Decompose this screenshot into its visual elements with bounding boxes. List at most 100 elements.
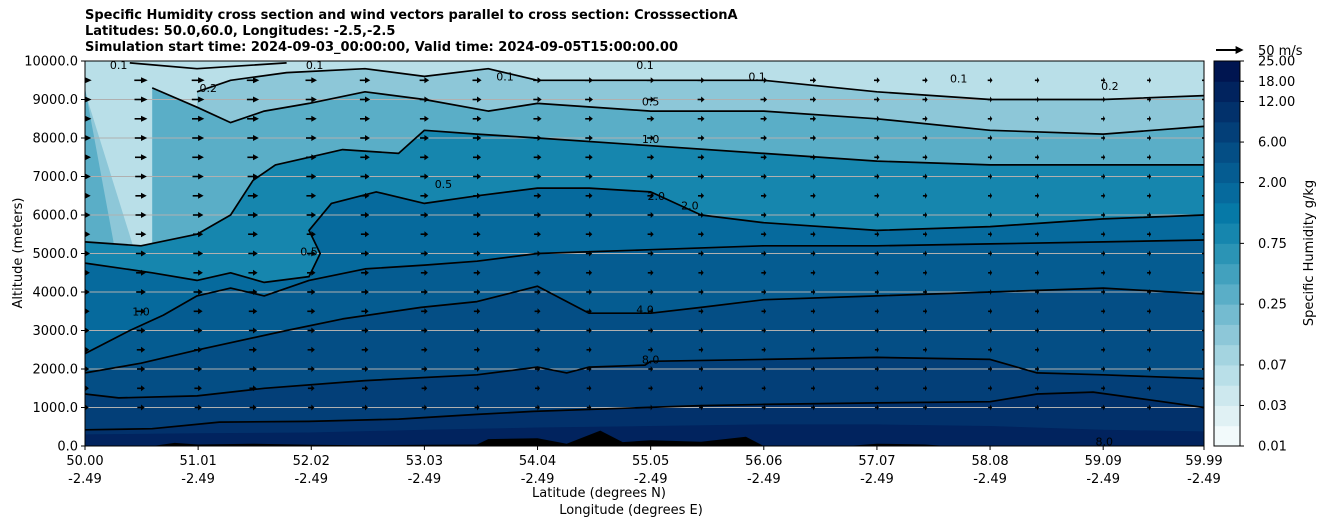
wind-vector (874, 366, 879, 372)
wind-vector-head (650, 192, 654, 199)
wind-vector (585, 77, 594, 84)
wind-vector-head (1103, 289, 1106, 295)
wind-vector-head (990, 96, 993, 103)
quiver-key-label: 50 m/s (1258, 44, 1303, 59)
x-tick-label-lat: 51.01 (180, 454, 217, 469)
x-tick-label-lon: -2.49 (408, 472, 442, 487)
wind-vector (361, 250, 370, 257)
colorbar-tick-label: 0.03 (1258, 399, 1287, 414)
wind-vector (697, 96, 705, 103)
wind-vector (1147, 404, 1152, 411)
wind-vector-head (1103, 154, 1106, 161)
wind-vector-head (813, 135, 816, 141)
wind-vector-head (537, 385, 540, 392)
wind-vector-head (1037, 154, 1040, 161)
wind-vector (534, 327, 541, 334)
wind-vector-head (311, 192, 317, 199)
wind-vector (305, 77, 317, 84)
wind-vector (361, 269, 369, 276)
wind-vector-head (763, 289, 767, 295)
wind-vector-head (763, 250, 767, 257)
wind-vector-head (85, 308, 90, 315)
wind-vector-head (365, 96, 371, 103)
wind-vector-head (311, 250, 316, 257)
contour-line-0.5 (151, 87, 1204, 135)
wind-vector (1101, 308, 1106, 315)
wind-vector-head (253, 173, 259, 180)
wind-vector (987, 115, 993, 122)
wind-vector (923, 308, 928, 315)
wind-vector-head (925, 269, 928, 276)
wind-vector (134, 96, 148, 103)
wind-vector-head (701, 308, 704, 315)
x-tick-label-lat: 55.05 (632, 454, 669, 469)
x-tick-label-lat: 54.04 (519, 454, 556, 469)
wind-vector (647, 173, 654, 180)
wind-vector-head (198, 404, 202, 411)
wind-vector (308, 404, 315, 411)
wind-vector (534, 269, 541, 276)
y-tick-label: 0.0 (57, 440, 78, 455)
wind-vector-head (925, 250, 928, 257)
wind-vector (761, 346, 766, 353)
wind-vector-head (1103, 327, 1106, 334)
wind-vector (306, 231, 316, 238)
wind-vector (1035, 115, 1040, 122)
wind-vector (85, 231, 91, 238)
wind-vector (585, 231, 593, 238)
wind-vector (421, 289, 428, 295)
wind-vector (135, 250, 147, 257)
wind-vector (1101, 212, 1106, 218)
wind-vector (534, 212, 541, 218)
y-tick-label: 1000.0 (33, 401, 79, 416)
wind-vector (420, 173, 429, 180)
wind-vector (810, 115, 816, 122)
wind-vector-head (589, 212, 593, 218)
wind-vector-head (311, 96, 317, 103)
wind-vector-head (763, 212, 767, 218)
colorbar-segment (1214, 182, 1240, 204)
wind-vector (586, 269, 593, 276)
wind-vector-head (763, 154, 767, 161)
wind-vector (134, 135, 148, 141)
wind-vector-head (701, 231, 704, 238)
wind-vector (1035, 327, 1040, 334)
wind-vector (810, 96, 817, 103)
wind-vector (761, 308, 767, 315)
wind-vector (306, 154, 317, 161)
wind-vector (307, 385, 315, 392)
wind-vector (585, 115, 593, 122)
wind-vector-head (537, 308, 541, 315)
wind-vector-head (925, 385, 928, 392)
wind-vector-head (763, 77, 768, 84)
contour-label: 0.1 (306, 59, 324, 72)
wind-vector (1101, 327, 1106, 334)
wind-vector (697, 173, 705, 180)
wind-vector-head (477, 77, 482, 84)
wind-vector-head (925, 231, 928, 238)
wind-vector (987, 77, 993, 84)
wind-vector (585, 212, 593, 218)
wind-vector (1035, 173, 1040, 180)
wind-vector-head (1103, 192, 1106, 199)
wind-vector (698, 250, 704, 257)
wind-vector-head (477, 212, 481, 218)
wind-vector-head (477, 192, 481, 199)
wind-vector (1101, 289, 1106, 295)
wind-vector-head (1103, 404, 1106, 411)
wind-vector (647, 212, 654, 218)
wind-vector-head (990, 250, 993, 257)
wind-vector (420, 135, 429, 141)
wind-vector-head (537, 154, 542, 161)
wind-vector-head (701, 346, 704, 353)
wind-vector-head (1149, 289, 1152, 295)
wind-vector (360, 115, 370, 122)
wind-vector-head (365, 308, 369, 315)
wind-vector-head (311, 404, 315, 411)
wind-vector (534, 346, 541, 353)
y-axis-label: Altitude (meters) (11, 198, 26, 309)
wind-vector (421, 346, 428, 353)
wind-vector-head (85, 366, 90, 372)
wind-vector (988, 269, 993, 276)
wind-vector-head (537, 77, 542, 84)
